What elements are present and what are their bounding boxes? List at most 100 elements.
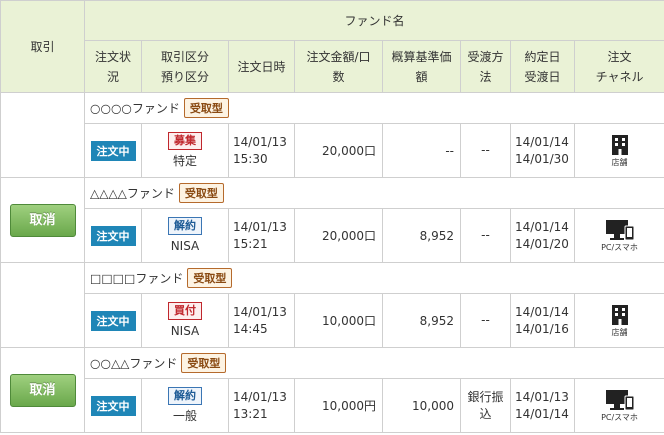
- col-header-kubun: 取引区分 預り区分: [141, 40, 229, 93]
- order-kubun-cell: 解約 NISA: [141, 208, 229, 263]
- order-delivery-method: --: [460, 293, 511, 348]
- order-channel-label: 店舗: [611, 157, 628, 167]
- col-header-status: 注文状況: [84, 40, 142, 93]
- order-nav: 8,952: [382, 293, 461, 348]
- order-amount: 20,000口: [294, 208, 383, 263]
- execution-date: 14/01/13: [515, 389, 569, 404]
- col-header-method: 受渡方法: [460, 40, 511, 93]
- order-status-cell: 注文中: [84, 123, 142, 178]
- order-action-cell: [0, 262, 85, 348]
- fund-type-badge: 受取型: [187, 268, 233, 288]
- order-time: 14:45: [233, 321, 268, 336]
- order-date: 14/01/13: [233, 304, 287, 319]
- fund-name-cell: △△△△ファンド 受取型: [83, 177, 664, 209]
- order-action-cell: 取消: [0, 177, 85, 263]
- fund-name[interactable]: ○○△△ファンド: [90, 356, 178, 371]
- order-datetime-cell: 14/01/13 13:21: [228, 378, 295, 433]
- fund-name[interactable]: □□□□ファンド: [90, 271, 184, 286]
- order-date: 14/01/13: [233, 389, 287, 404]
- order-time: 15:21: [233, 236, 268, 251]
- order-status-badge: 注文中: [90, 310, 136, 331]
- order-detail-row: 注文中 解約 一般 14/01/13 13:21 10,000円 10,000 銀行振込 14/…: [1, 378, 664, 433]
- col-header-channel: 注文 チャネル: [573, 40, 664, 93]
- order-channel-cell: PC/スマホ: [573, 208, 664, 263]
- order-status-badge: 注文中: [90, 225, 136, 246]
- order-channel-cell: 店舗: [573, 123, 664, 178]
- col-header-dates: 約定日 受渡日: [510, 40, 575, 93]
- fund-type-badge: 受取型: [178, 183, 224, 203]
- cancel-button[interactable]: 取消: [9, 373, 76, 407]
- order-date: 14/01/13: [233, 134, 287, 149]
- order-kubun-cell: 買付 NISA: [141, 293, 229, 348]
- order-datetime-cell: 14/01/13 15:21: [228, 208, 295, 263]
- order-channel-cell: 店舗: [573, 293, 664, 348]
- order-amount: 10,000円: [294, 378, 383, 433]
- order-status-badge: 注文中: [90, 140, 136, 161]
- order-dates-cell: 14/01/14 14/01/30: [510, 123, 575, 178]
- transaction-type-badge: 募集: [168, 132, 202, 150]
- fund-name-cell: ○○△△ファンド 受取型: [83, 347, 664, 379]
- delivery-date: 14/01/30: [515, 151, 569, 166]
- fund-name-cell: ○○○○ファンド 受取型: [83, 92, 664, 124]
- order-status-badge: 注文中: [90, 395, 136, 416]
- col-header-amount: 注文金額/口数: [294, 40, 383, 93]
- order-date: 14/01/13: [233, 219, 287, 234]
- order-action-cell: 取消: [0, 347, 85, 433]
- order-status-cell: 注文中: [84, 208, 142, 263]
- order-channel-cell: PC/スマホ: [573, 378, 664, 433]
- building-icon: [611, 304, 628, 325]
- order-kubun-cell: 解約 一般: [141, 378, 229, 433]
- order-fund-row: 取消 ○○△△ファンド 受取型: [0, 347, 664, 433]
- account-type: NISA: [170, 324, 200, 338]
- order-amount: 20,000口: [294, 123, 383, 178]
- order-time: 13:21: [233, 406, 268, 421]
- order-datetime-cell: 14/01/13 15:30: [228, 123, 295, 178]
- order-amount: 10,000口: [294, 293, 383, 348]
- execution-date: 14/01/14: [515, 134, 569, 149]
- building-icon: [611, 134, 628, 155]
- order-status-cell: 注文中: [84, 378, 142, 433]
- order-fund-row: 取消 △△△△ファンド 受取型: [0, 177, 664, 263]
- order-time: 15:30: [233, 151, 268, 166]
- delivery-date: 14/01/14: [515, 406, 569, 421]
- fund-name[interactable]: △△△△ファンド: [90, 186, 175, 201]
- execution-date: 14/01/14: [515, 304, 569, 319]
- fund-type-badge: 受取型: [181, 353, 227, 373]
- order-channel-label: PC/スマホ: [601, 412, 638, 422]
- order-dates-cell: 14/01/14 14/01/16: [510, 293, 575, 348]
- order-fund-row: ○○○○ファンド 受取型: [0, 92, 664, 178]
- col-header-datetime: 注文日時: [228, 40, 295, 93]
- col-header-fund-name: ファンド名: [83, 0, 664, 41]
- order-delivery-method: 銀行振込: [460, 378, 511, 433]
- order-detail-row: 注文中 解約 NISA 14/01/13 15:21 20,000口 8,952 -- 14/0…: [1, 208, 664, 263]
- fund-type-badge: 受取型: [183, 98, 229, 118]
- account-type: 特定: [172, 154, 197, 168]
- order-nav: 8,952: [382, 208, 461, 263]
- order-delivery-method: --: [460, 123, 511, 178]
- delivery-date: 14/01/16: [515, 321, 569, 336]
- col-header-torihiki: 取引: [0, 0, 85, 93]
- execution-date: 14/01/14: [515, 219, 569, 234]
- cancel-button[interactable]: 取消: [9, 203, 76, 237]
- order-detail-row: 注文中 募集 特定 14/01/13 15:30 20,000口 -- -- 14/01/14 1…: [1, 123, 664, 178]
- delivery-date: 14/01/20: [515, 236, 569, 251]
- account-type: 一般: [172, 409, 197, 423]
- order-channel-label: 店舗: [611, 327, 628, 337]
- order-status-cell: 注文中: [84, 293, 142, 348]
- fund-name[interactable]: ○○○○ファンド: [90, 101, 180, 116]
- order-fund-row: □□□□ファンド 受取型: [0, 262, 664, 348]
- transaction-type-badge: 解約: [168, 217, 202, 235]
- order-nav: --: [382, 123, 461, 178]
- pc-smartphone-icon: [605, 219, 634, 240]
- pc-smartphone-icon: [605, 389, 634, 410]
- order-delivery-method: --: [460, 208, 511, 263]
- account-type: NISA: [170, 239, 200, 253]
- order-channel-label: PC/スマホ: [601, 242, 638, 252]
- fund-name-cell: □□□□ファンド 受取型: [83, 262, 664, 294]
- transaction-type-badge: 買付: [168, 302, 202, 320]
- order-dates-cell: 14/01/14 14/01/20: [510, 208, 575, 263]
- transaction-type-badge: 解約: [168, 387, 202, 405]
- order-dates-cell: 14/01/13 14/01/14: [510, 378, 575, 433]
- order-nav: 10,000: [382, 378, 461, 433]
